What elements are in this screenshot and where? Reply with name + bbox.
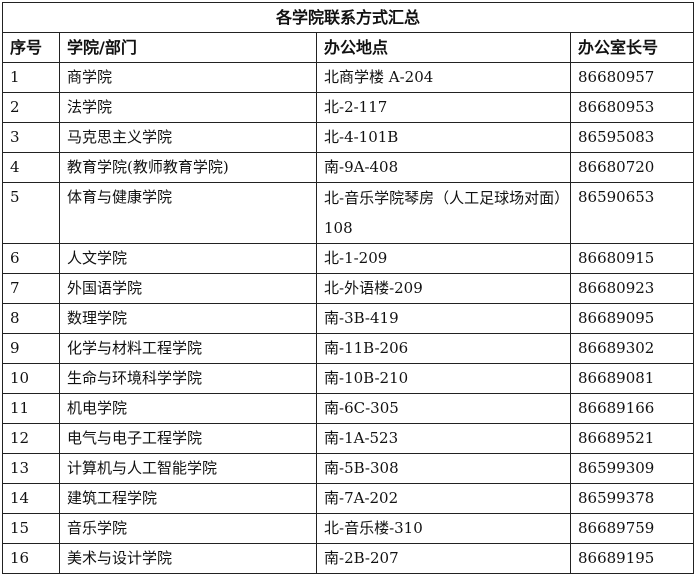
phone-cell: 86599378 <box>569 483 695 514</box>
college-cell: 法学院 <box>59 92 317 123</box>
index-cell: 9 <box>2 333 60 364</box>
phone-cell: 86680953 <box>569 92 695 123</box>
index-cell: 11 <box>2 393 60 424</box>
header-college: 学院/部门 <box>59 32 317 63</box>
table-row: 16 美术与设计学院 南-2B-207 86689195 <box>2 543 695 574</box>
phone-cell: 86680923 <box>569 273 695 304</box>
location-cell: 北-音乐学院琴房（人工足球场对面）108 <box>316 182 571 244</box>
location-cell: 北-外语楼-209 <box>316 273 571 304</box>
table-row: 3 马克思主义学院 北-4-101B 86595083 <box>2 122 695 153</box>
index-cell: 12 <box>2 423 60 454</box>
college-cell: 外国语学院 <box>59 273 317 304</box>
location-cell: 南-7A-202 <box>316 483 571 514</box>
location-cell: 南-10B-210 <box>316 363 571 394</box>
header-row: 序号 学院/部门 办公地点 办公室长号 <box>2 32 695 63</box>
phone-cell: 86680720 <box>569 152 695 183</box>
index-cell: 7 <box>2 273 60 304</box>
phone-cell: 86689095 <box>569 303 695 334</box>
index-cell: 5 <box>2 182 60 244</box>
location-cell: 北-音乐楼-310 <box>316 513 571 544</box>
index-cell: 3 <box>2 122 60 153</box>
phone-cell: 86689302 <box>569 333 695 364</box>
index-cell: 1 <box>2 62 60 93</box>
table-row: 10 生命与环境科学学院 南-10B-210 86689081 <box>2 363 695 394</box>
location-cell: 南-6C-305 <box>316 393 571 424</box>
table-row: 7 外国语学院 北-外语楼-209 86680923 <box>2 273 695 304</box>
table-row: 2 法学院 北-2-117 86680953 <box>2 92 695 123</box>
index-cell: 13 <box>2 453 60 484</box>
table-row: 1 商学院 北商学楼 A-204 86680957 <box>2 62 695 93</box>
header-phone: 办公室长号 <box>569 32 695 63</box>
table-row: 6 人文学院 北-1-209 86680915 <box>2 243 695 274</box>
college-cell: 音乐学院 <box>59 513 317 544</box>
table-row: 11 机电学院 南-6C-305 86689166 <box>2 393 695 424</box>
index-cell: 8 <box>2 303 60 334</box>
phone-cell: 86689166 <box>569 393 695 424</box>
index-cell: 2 <box>2 92 60 123</box>
phone-cell: 86599309 <box>569 453 695 484</box>
index-cell: 16 <box>2 543 60 574</box>
header-index: 序号 <box>2 32 60 63</box>
location-cell: 南-3B-419 <box>316 303 571 334</box>
index-cell: 6 <box>2 243 60 274</box>
phone-cell: 86590653 <box>569 182 695 244</box>
table-row: 14 建筑工程学院 南-7A-202 86599378 <box>2 483 695 514</box>
phone-cell: 86595083 <box>569 122 695 153</box>
index-cell: 4 <box>2 152 60 183</box>
college-cell: 马克思主义学院 <box>59 122 317 153</box>
table-row: 13 计算机与人工智能学院 南-5B-308 86599309 <box>2 453 695 484</box>
index-cell: 14 <box>2 483 60 514</box>
phone-cell: 86689759 <box>569 513 695 544</box>
location-cell: 北-4-101B <box>316 122 571 153</box>
phone-cell: 86689195 <box>569 543 695 574</box>
college-cell: 商学院 <box>59 62 317 93</box>
title-row: 各学院联系方式汇总 <box>1 2 695 33</box>
college-cell: 生命与环境科学学院 <box>59 363 317 394</box>
table-title: 各学院联系方式汇总 <box>1 2 695 33</box>
location-cell: 北-1-209 <box>316 243 571 274</box>
college-cell: 人文学院 <box>59 243 317 274</box>
table-row: 8 数理学院 南-3B-419 86689095 <box>2 303 695 334</box>
phone-cell: 86689081 <box>569 363 695 394</box>
phone-cell: 86680957 <box>569 62 695 93</box>
college-cell: 教育学院(教师教育学院) <box>59 152 317 183</box>
table-row: 15 音乐学院 北-音乐楼-310 86689759 <box>2 513 695 544</box>
phone-cell: 86689521 <box>569 423 695 454</box>
index-cell: 10 <box>2 363 60 394</box>
table-row: 12 电气与电子工程学院 南-1A-523 86689521 <box>2 423 695 454</box>
location-cell: 北-2-117 <box>316 92 571 123</box>
location-cell: 北商学楼 A-204 <box>316 62 571 93</box>
college-cell: 计算机与人工智能学院 <box>59 453 317 484</box>
table-row: 9 化学与材料工程学院 南-11B-206 86689302 <box>2 333 695 364</box>
location-cell: 南-5B-308 <box>316 453 571 484</box>
college-cell: 建筑工程学院 <box>59 483 317 514</box>
location-cell: 南-2B-207 <box>316 543 571 574</box>
college-cell: 数理学院 <box>59 303 317 334</box>
college-cell: 美术与设计学院 <box>59 543 317 574</box>
phone-cell: 86680915 <box>569 243 695 274</box>
table-row: 4 教育学院(教师教育学院) 南-9A-408 86680720 <box>2 152 695 183</box>
table-row: 5 体育与健康学院 北-音乐学院琴房（人工足球场对面）108 86590653 <box>2 182 695 244</box>
location-cell: 南-1A-523 <box>316 423 571 454</box>
college-cell: 化学与材料工程学院 <box>59 333 317 364</box>
college-cell: 体育与健康学院 <box>59 182 317 244</box>
index-cell: 15 <box>2 513 60 544</box>
location-cell: 南-11B-206 <box>316 333 571 364</box>
header-location: 办公地点 <box>316 32 571 63</box>
location-cell: 南-9A-408 <box>316 152 571 183</box>
college-cell: 机电学院 <box>59 393 317 424</box>
college-cell: 电气与电子工程学院 <box>59 423 317 454</box>
